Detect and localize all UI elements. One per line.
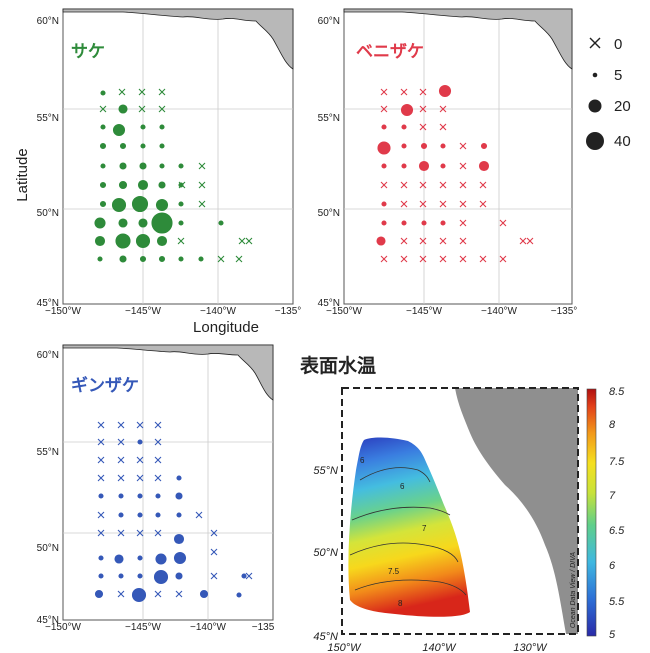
cbar-tick-6: 6 xyxy=(609,560,616,572)
lat-tick-60: 60°N xyxy=(318,16,340,27)
lat-tick-60: 60°N xyxy=(37,350,59,361)
lon-tick-135: −135° xyxy=(551,306,578,317)
lat-tick-50: 50°N xyxy=(37,208,59,219)
lon-tick-150: −150°W xyxy=(326,306,363,317)
sst-land xyxy=(455,388,578,634)
sst-title: 表面水温 xyxy=(300,354,376,377)
sst-colorbar-ticks: 8.5 8 7.5 7 6.5 6 5.5 5 xyxy=(609,386,625,641)
sst-lat-tick-45: 45°N xyxy=(313,631,338,643)
catch-markers xyxy=(94,421,253,603)
map-gridlines xyxy=(63,345,273,620)
catch-markers xyxy=(376,84,534,263)
legend-label-40: 40 xyxy=(614,133,631,150)
legend-cross-marker xyxy=(589,37,601,49)
contour-label-6b: 6 xyxy=(400,482,405,491)
lon-tick-150: −150°W xyxy=(45,306,82,317)
sst-lat-tick-50: 50°N xyxy=(313,547,338,559)
sst-lon-tick-140: 140°W xyxy=(422,642,457,653)
map-panel-benizake: ベニザケ 60°N 55°N 50°N 45°N −150°W −145°W −… xyxy=(318,8,578,317)
y-axis-label: Latitude xyxy=(14,148,31,201)
lat-tick-60: 60°N xyxy=(37,16,59,27)
lon-tick-140: −140°W xyxy=(200,306,237,317)
cbar-tick-5: 5 xyxy=(609,629,616,641)
map-frame xyxy=(343,8,573,305)
map-panel-sake: サケ 60°N 55°N 50°N 45°N −150°W −145°W −14… xyxy=(37,8,302,317)
lat-tick-55: 55°N xyxy=(37,447,59,458)
lat-tick-55: 55°N xyxy=(37,113,59,124)
sst-gradient-field xyxy=(348,437,470,617)
lon-tick-135: −135 xyxy=(252,622,275,633)
coastline-land xyxy=(343,8,573,70)
panel-title: ベニザケ xyxy=(356,42,424,61)
cbar-tick-8-5: 8.5 xyxy=(609,386,625,398)
legend-label-20: 20 xyxy=(614,98,631,115)
map-gridlines xyxy=(63,9,293,304)
lon-tick-135: −135° xyxy=(275,306,302,317)
contour-label-7-5: 7.5 xyxy=(388,567,400,576)
sst-lon-tick-150: 150°W xyxy=(327,642,362,653)
contour-label-8: 8 xyxy=(398,599,403,608)
map-frame xyxy=(62,8,294,305)
contour-label-6a: 6 xyxy=(360,456,365,465)
legend-dot-small xyxy=(592,72,598,78)
map-gridlines xyxy=(344,9,572,304)
cbar-tick-8: 8 xyxy=(609,419,616,431)
coastline-land xyxy=(62,344,274,401)
sst-lon-tick-130: 130°W xyxy=(513,642,548,653)
map-panel-ginzake: ギンザケ 60°N 55°N 50°N 45°N −150°W −145°W −… xyxy=(37,344,275,633)
sst-panel: 表面水温 6 6 7 7.5 8 55°N 50°N 45°N 150°W 14… xyxy=(300,354,625,653)
lon-tick-150: −150°W xyxy=(45,622,82,633)
legend: 0 5 20 40 xyxy=(586,36,631,150)
lat-tick-45: 45°N xyxy=(318,298,340,309)
catch-markers xyxy=(94,88,253,263)
sst-credit: Ocean Data View / DIVA xyxy=(570,552,577,628)
legend-label-5: 5 xyxy=(614,67,622,84)
cbar-tick-7-5: 7.5 xyxy=(609,456,625,468)
lon-tick-140: −140°W xyxy=(190,622,227,633)
sst-dashed-border xyxy=(341,387,579,635)
sst-colorbar xyxy=(586,388,597,637)
lat-tick-55: 55°N xyxy=(318,113,340,124)
legend-dot-medium xyxy=(588,99,602,113)
lat-tick-45: 45°N xyxy=(37,298,59,309)
panel-title: ギンザケ xyxy=(71,376,139,395)
legend-label-0: 0 xyxy=(614,36,622,53)
lat-tick-50: 50°N xyxy=(37,543,59,554)
lon-tick-145: −145°W xyxy=(125,622,162,633)
x-axis-label: Longitude xyxy=(193,319,259,336)
lon-tick-145: −145°W xyxy=(125,306,162,317)
lat-tick-50: 50°N xyxy=(318,208,340,219)
contour-label-7: 7 xyxy=(422,524,427,533)
cbar-tick-6-5: 6.5 xyxy=(609,525,625,537)
lon-tick-145: −145°W xyxy=(406,306,443,317)
panel-title: サケ xyxy=(71,42,105,61)
lat-tick-45: 45°N xyxy=(37,615,59,626)
map-frame xyxy=(62,344,274,621)
cbar-tick-5-5: 5.5 xyxy=(609,596,625,608)
coastline-land xyxy=(62,8,294,70)
sst-contours xyxy=(349,467,467,596)
legend-dot-large xyxy=(586,132,604,150)
lon-tick-140: −140°W xyxy=(481,306,518,317)
cbar-tick-7: 7 xyxy=(609,490,616,502)
sst-lat-tick-55: 55°N xyxy=(313,465,338,477)
